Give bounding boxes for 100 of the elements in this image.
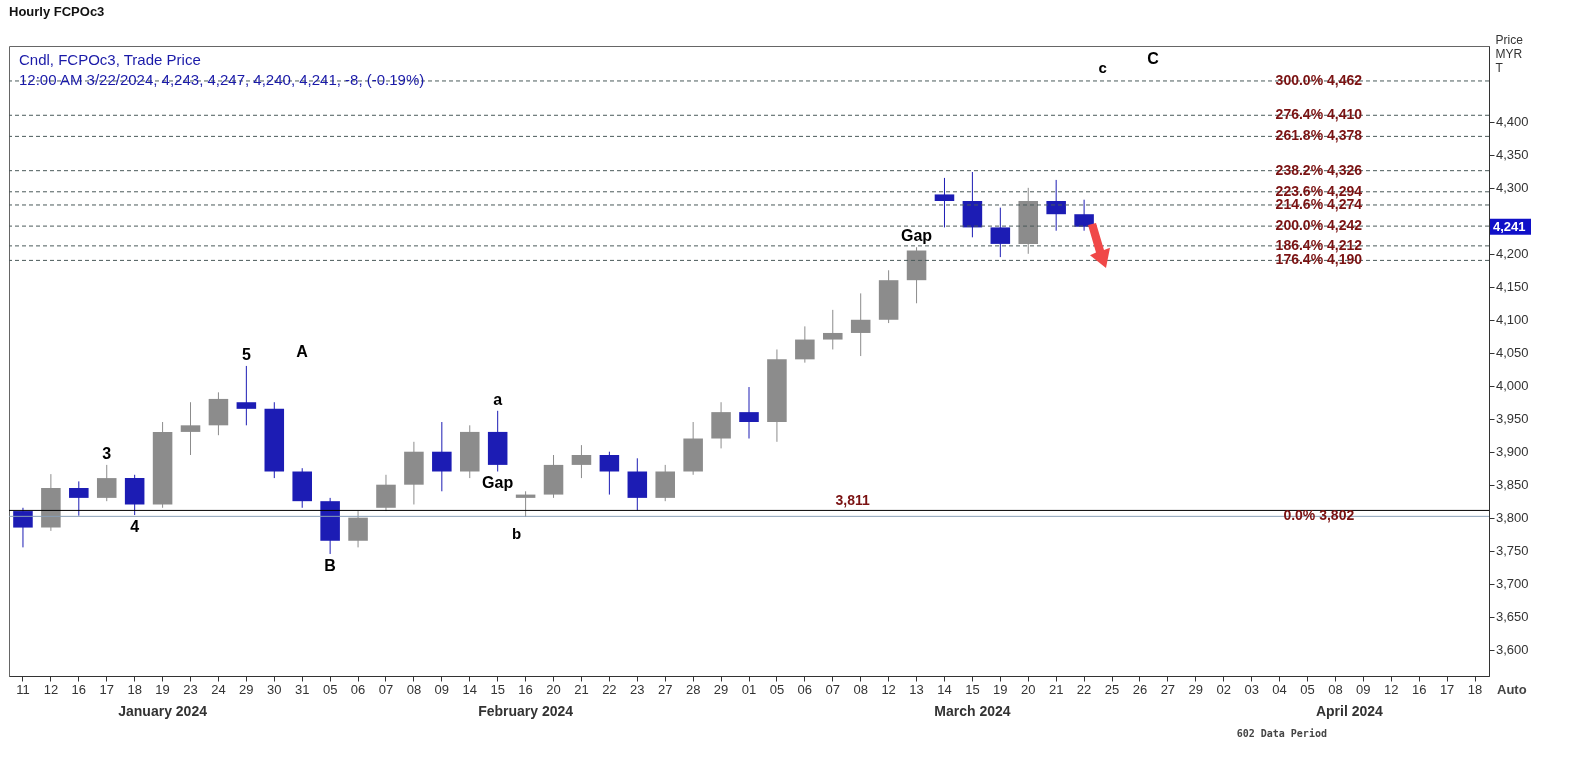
x-tick-label: 27: [657, 681, 673, 697]
y-tick-label: 4,000: [1496, 377, 1529, 393]
x-tick-label: 07: [378, 681, 394, 697]
x-tick-label: 06: [350, 681, 366, 697]
ref-line-label: 300.0% 4,462: [1275, 71, 1363, 88]
x-tick-label: 05: [1300, 681, 1315, 697]
ref-line-label: 0.0% 3,802: [1283, 507, 1355, 524]
x-tick-label: 15: [490, 681, 505, 697]
x-tick-label: 09: [434, 681, 450, 697]
x-tick-label: 29: [239, 681, 254, 697]
x-tick-label: 19: [155, 681, 170, 697]
x-tick-label: 08: [406, 681, 422, 697]
y-tick-label: 4,400: [1496, 113, 1529, 129]
x-tick-label: 19: [993, 681, 1008, 697]
y-tick-label: 4,300: [1496, 179, 1529, 195]
ref-line-label: 276.4% 4,410: [1275, 106, 1363, 123]
ref-line-label: 3,811: [835, 492, 870, 509]
x-tick-label: 01: [741, 681, 757, 697]
x-tick-label: 02: [1216, 681, 1231, 697]
x-tick-label: 22: [602, 681, 617, 697]
x-tick-label: 06: [797, 681, 813, 697]
text: Auto: [1497, 682, 1527, 697]
x-tick-label: 16: [71, 681, 87, 697]
y-tick-label: 3,700: [1496, 575, 1529, 591]
candlestick: [739, 386, 759, 440]
text: March 2024: [934, 703, 1011, 719]
y-tick-label: 4,150: [1496, 278, 1529, 294]
y-tick-label: 4,050: [1496, 344, 1529, 360]
annotation: 3: [102, 444, 112, 462]
annotation: Gap: [482, 474, 514, 492]
x-tick-label: 29: [1188, 681, 1204, 697]
x-tick-label: 20: [546, 681, 561, 697]
y-tick-label: 3,950: [1496, 410, 1529, 426]
x-tick-label: 22: [1076, 681, 1092, 697]
x-tick-label: 21: [574, 681, 589, 697]
y-tick-label: 3,650: [1496, 608, 1529, 624]
x-tick-label: 30: [267, 681, 282, 697]
candlestick: [236, 365, 257, 426]
x-tick-label: 03: [1244, 681, 1259, 697]
candlestick: [990, 207, 1011, 258]
candlestick: [376, 474, 396, 512]
y-tick-label: 4,350: [1496, 146, 1529, 162]
y-tick-label: 3,750: [1496, 542, 1529, 558]
candlestick: [13, 507, 33, 548]
chart-subtitle: Cndl, FCPOc3, Trade Price: [19, 51, 201, 68]
candlestick: [180, 401, 201, 456]
x-tick-label: 12: [1384, 681, 1399, 697]
y-axis-title: Price MYR T: [1495, 32, 1524, 75]
x-tick-label: 18: [127, 681, 142, 697]
annotation: b: [512, 525, 522, 543]
y-tick-label: 3,800: [1496, 509, 1529, 525]
annotation: 4,241: [1493, 218, 1526, 234]
candlestick: [348, 510, 368, 548]
x-tick-label: 17: [1439, 681, 1455, 697]
candlestick: [96, 464, 117, 502]
x-tick-label: 29: [713, 681, 729, 697]
x-tick-label: 16: [518, 681, 533, 697]
y-tick-label: 3,850: [1496, 476, 1529, 492]
ref-line-label: 223.6% 4,294: [1275, 182, 1363, 199]
x-tick-label: 05: [322, 681, 338, 697]
candlestick: [934, 177, 955, 228]
x-tick-label: 11: [16, 681, 30, 697]
x-tick-label: 17: [99, 681, 114, 697]
x-tick-label: 24: [211, 681, 226, 697]
x-tick-label: 23: [630, 681, 645, 697]
annotation: a: [493, 390, 503, 408]
x-tick-label: 26: [1132, 681, 1148, 697]
ref-line-label: 238.2% 4,326: [1275, 161, 1363, 178]
x-tick-label: 08: [853, 681, 868, 697]
text: January 2024: [118, 703, 208, 719]
candlestick: [432, 421, 452, 492]
x-tick-label: 09: [1356, 681, 1371, 697]
annotation: A: [296, 343, 309, 361]
annotation: 12:00 AM 3/22/2024, 4,243, 4,247, 4,240, 4,241, -8, (-0.19%): [19, 71, 425, 88]
y-tick-label: 4,100: [1496, 311, 1529, 327]
x-tick-label: 20: [1021, 681, 1036, 697]
x-tick-label: 07: [825, 681, 841, 697]
x-tick-label: 12: [43, 681, 59, 697]
chart-title: Hourly FCPOc3: [9, 4, 105, 19]
annotation: Gap: [900, 227, 933, 245]
candlestick: [599, 451, 620, 496]
x-tick-label: 16: [1411, 681, 1427, 697]
x-tick-label: 08: [1328, 681, 1343, 697]
candlestick: [69, 480, 89, 517]
y-tick-label: 3,900: [1496, 443, 1529, 459]
x-tick-label: 18: [1467, 681, 1483, 697]
x-tick-label: 21: [1048, 681, 1064, 697]
candlestick: [850, 292, 871, 357]
x-tick-label: 12: [881, 681, 896, 697]
x-tick-label: 13: [909, 681, 924, 697]
annotation: B: [324, 556, 336, 574]
x-tick-label: 27: [1160, 681, 1176, 697]
annotation: 5: [241, 345, 251, 363]
x-tick-label: 25: [1104, 681, 1120, 697]
x-tick-label: 23: [183, 681, 198, 697]
x-tick-label: 04: [1272, 681, 1287, 697]
y-tick-label: 3,600: [1496, 641, 1529, 657]
ref-line-label: 261.8% 4,378: [1275, 127, 1363, 144]
candlestick: [795, 325, 815, 364]
x-tick-label: 05: [769, 681, 785, 697]
